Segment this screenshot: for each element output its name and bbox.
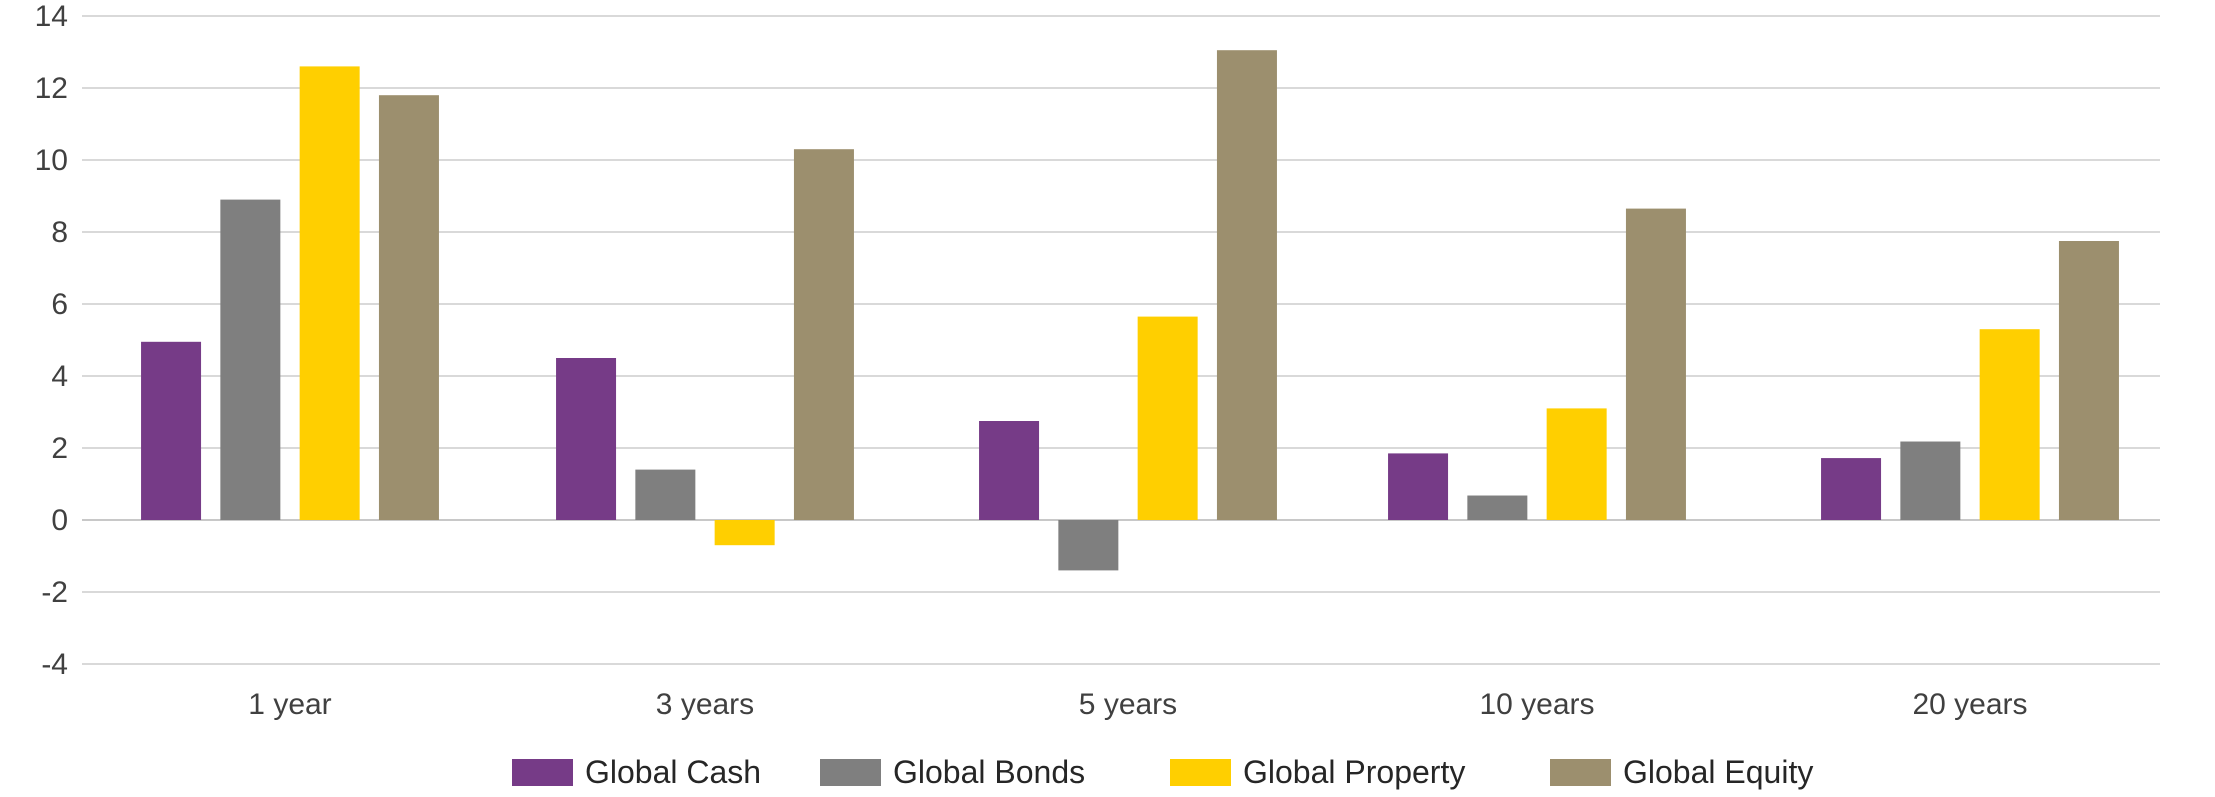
bars [141, 50, 2119, 571]
legend-swatch [1550, 759, 1611, 786]
bar-global-bonds [220, 199, 281, 520]
x-tick-label: 3 years [656, 688, 754, 721]
x-tick-label: 1 year [248, 688, 331, 721]
y-tick-label: 0 [51, 504, 68, 537]
bar-global-equity [378, 95, 439, 520]
y-tick-label: 14 [35, 0, 68, 33]
legend-label: Global Property [1243, 754, 1465, 790]
bar-global-bonds [635, 469, 696, 520]
y-tick-label: 2 [51, 432, 68, 465]
bar-global-cash [141, 341, 202, 520]
y-tick-label: -2 [41, 576, 68, 609]
legend-swatch [1170, 759, 1231, 786]
bar-global-property [1137, 316, 1198, 520]
bar-global-cash [1388, 453, 1449, 520]
y-axis: 14 12 10 8 6 4 2 0 -2 -4 [35, 0, 68, 681]
bar-global-equity [1216, 50, 1277, 520]
x-tick-label: 10 years [1479, 688, 1594, 721]
y-tick-label: 8 [51, 216, 68, 249]
y-tick-label: -4 [41, 648, 68, 681]
bar-global-bonds [1058, 520, 1119, 571]
legend-label: Global Bonds [893, 754, 1085, 790]
x-tick-label: 20 years [1912, 688, 2027, 721]
legend-label: Global Equity [1623, 754, 1813, 790]
y-tick-label: 10 [35, 144, 68, 177]
bar-global-bonds [1467, 495, 1528, 520]
y-tick-label: 12 [35, 72, 68, 105]
bar-global-property [1546, 408, 1607, 520]
bar-global-cash [1821, 458, 1882, 520]
bar-global-equity [2058, 241, 2119, 520]
bar-global-bonds [1900, 441, 1961, 520]
bar-global-equity [793, 149, 854, 520]
y-tick-label: 6 [51, 288, 68, 321]
bar-global-property [299, 66, 360, 521]
x-tick-label: 5 years [1079, 688, 1177, 721]
bar-global-cash [979, 421, 1040, 520]
bar-global-property [714, 520, 775, 546]
legend-swatch [820, 759, 881, 786]
x-axis: 1 year 3 years 5 years 10 years 20 years [248, 688, 2027, 721]
bar-global-property [1979, 329, 2040, 520]
bar-global-equity [1625, 208, 1686, 520]
legend-label: Global Cash [585, 754, 761, 790]
bar-global-cash [556, 358, 617, 520]
y-tick-label: 4 [51, 360, 68, 393]
legend: Global Cash Global Bonds Global Property Gl… [512, 754, 1813, 790]
legend-swatch [512, 759, 573, 786]
